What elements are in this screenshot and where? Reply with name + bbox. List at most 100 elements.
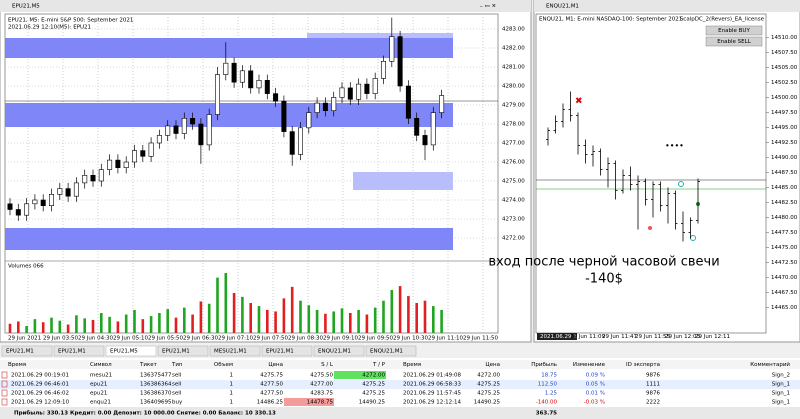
candle-body <box>206 114 212 146</box>
candle-body <box>90 175 96 182</box>
candle-body <box>98 169 104 182</box>
right-title-bar <box>534 0 800 12</box>
cell: 1.25 <box>545 391 558 397</box>
cell: 2021.06.29 06:58:33 <box>403 382 461 388</box>
column-header[interactable]: Изменение <box>573 362 606 368</box>
candle-body <box>414 118 420 136</box>
price-label: 14492.50 <box>771 140 798 146</box>
tab[interactable] <box>365 345 417 357</box>
tab-label[interactable]: EPU21,M1 <box>162 349 190 355</box>
tab[interactable] <box>105 345 157 357</box>
time-label: 29 Jun 09:10 <box>323 336 358 342</box>
cell: 0.01 % <box>586 391 605 397</box>
column-header[interactable]: Время <box>8 362 26 368</box>
cell: enqu21 <box>90 400 111 406</box>
left-window-title: EPU21,M5 <box>12 4 40 10</box>
cell: 4275.50 <box>310 373 333 379</box>
candle-body <box>215 74 221 115</box>
cell: sell <box>172 373 182 379</box>
candle-body <box>430 112 436 146</box>
tab[interactable] <box>1 345 53 357</box>
column-header[interactable]: Комментарий <box>750 361 790 368</box>
volume-bar <box>307 305 311 333</box>
time-label: 29 Jun 11:50 <box>463 336 498 342</box>
candle-body <box>380 60 386 79</box>
annotation: вход после черной часовой свечи <box>488 255 719 270</box>
tab-label[interactable]: ENQU21,M1 <box>318 349 351 355</box>
footer-summary: Прибыль: 330.13 Кредит: 0.00 Депозит: 10… <box>14 410 276 417</box>
price-label: 4275.00 <box>502 179 525 185</box>
column-header[interactable]: Символ <box>90 362 112 368</box>
cell: 2021.06.29 01:49:08 <box>403 373 461 379</box>
annotation: -140$ <box>585 272 623 287</box>
candle-body <box>15 209 21 216</box>
column-header[interactable]: Время <box>403 362 421 368</box>
candle-body <box>40 199 46 206</box>
button-label[interactable]: Enable SELL <box>717 39 752 45</box>
time-label: 29 Jun 05:10 <box>113 336 148 342</box>
column-header[interactable]: ID эксперта <box>626 362 660 368</box>
candle-body <box>7 203 13 210</box>
volume-bar <box>50 317 53 333</box>
column-header[interactable]: S / L <box>321 362 334 368</box>
candle-body <box>107 159 113 170</box>
candle-body <box>223 62 229 75</box>
column-header[interactable]: Тип <box>171 362 183 368</box>
column-header[interactable]: Цена <box>268 362 283 368</box>
volume-bar <box>257 306 261 333</box>
price-label: 4273.00 <box>502 217 525 223</box>
volume-bar <box>133 309 136 333</box>
volume-bar <box>332 311 335 333</box>
column-header[interactable]: T / P <box>372 362 386 368</box>
column-header[interactable]: Тикет <box>139 362 158 368</box>
column-header[interactable]: Объем <box>214 362 233 368</box>
volume-bar <box>266 309 269 333</box>
cell: Sign_1 <box>772 400 790 406</box>
cell: epu21 <box>90 382 107 388</box>
tab-label[interactable]: EPU21,M1 <box>58 349 86 355</box>
price-label: 14480.00 <box>771 215 798 221</box>
candle-body <box>156 135 162 144</box>
cell: sell <box>172 382 182 388</box>
button[interactable] <box>705 25 763 36</box>
column-header[interactable]: Цена <box>485 362 500 368</box>
time-label: 29 Jun 05:50 <box>148 336 183 342</box>
cell: 4275.75 <box>260 373 283 379</box>
candle-body <box>439 95 445 113</box>
tab[interactable] <box>209 345 261 357</box>
window-buttons[interactable]: – ▭ ✕ <box>480 4 496 10</box>
tab[interactable] <box>261 345 313 357</box>
left-info: EPU21, M5: E-mini S&P 500: September 202… <box>8 18 133 24</box>
cell: 14490.25 <box>359 400 386 406</box>
row-highlight <box>0 380 800 389</box>
tab-label[interactable]: EPU21,M1 <box>6 349 34 355</box>
tab-label[interactable]: ENQU21,M1 <box>370 349 403 355</box>
tab-label[interactable]: MESU21,M1 <box>214 349 247 355</box>
candle-body <box>281 100 287 132</box>
sl-hit <box>284 398 334 406</box>
candle-body <box>190 118 196 125</box>
cell: 4275.25 <box>477 382 500 388</box>
zone <box>5 103 453 127</box>
candle-body <box>256 80 262 89</box>
cell: 2021.06.29 06:46:01 <box>11 382 69 388</box>
column-header[interactable]: Прибыль <box>531 362 557 368</box>
tab[interactable] <box>53 345 105 357</box>
volume-bar <box>349 313 352 333</box>
price-label: 4279.00 <box>502 103 525 109</box>
tab[interactable] <box>157 345 209 357</box>
right-window-title: ENQU21,M1 <box>546 4 579 10</box>
price-label: 14472.50 <box>771 260 798 266</box>
tab-label[interactable]: EPU21,M1 <box>266 349 294 355</box>
tab-label[interactable]: EPU21,M5 <box>110 349 138 355</box>
time-label: 29 Jun 11:09 <box>570 334 605 340</box>
price-label: 4277.00 <box>502 141 525 147</box>
cell: 9876 <box>646 373 660 379</box>
tab[interactable] <box>313 345 365 357</box>
candle-body <box>314 102 320 113</box>
button[interactable] <box>705 36 763 47</box>
time-label: 29 Jun 10:30 <box>393 336 428 342</box>
cell: 112.50 <box>538 382 558 388</box>
button-label[interactable]: Enable BUY <box>718 28 750 34</box>
